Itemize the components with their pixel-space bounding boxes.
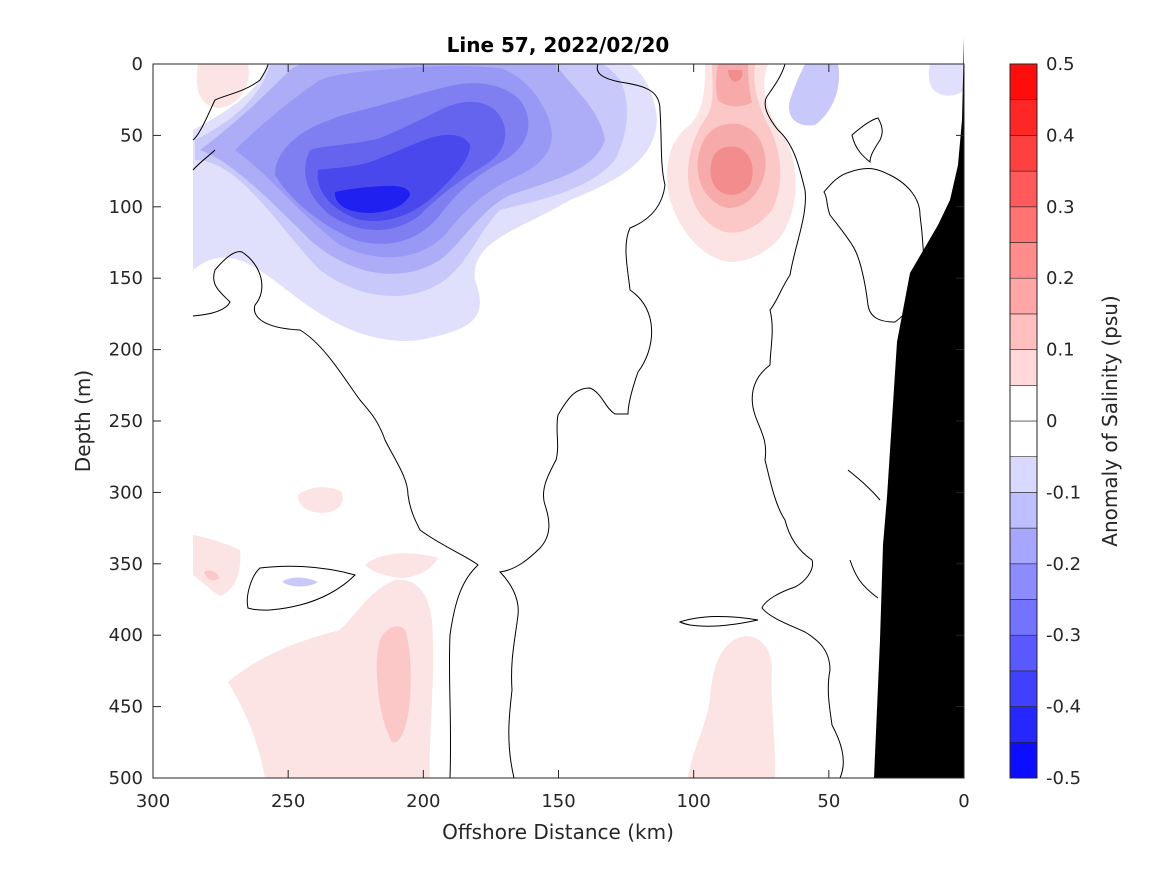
- colorbar-bin: [1009, 384, 1038, 422]
- colorbar-bin: [1009, 563, 1038, 600]
- y-tick-label: 200: [109, 340, 143, 361]
- colorbar-tick-label: 0.3: [1046, 197, 1075, 218]
- zero-contour-lines: [192, 63, 925, 779]
- y-tick-label: 100: [109, 197, 143, 218]
- x-tick-label: 0: [958, 791, 969, 812]
- salty-anomaly-upper-l4: [710, 70, 753, 195]
- y-tick-label: 350: [109, 554, 143, 575]
- colorbar-bin: [1009, 706, 1038, 743]
- y-tick-label: 500: [109, 768, 143, 789]
- fill-layer: [193, 37, 964, 778]
- y-tick-label: 150: [109, 268, 143, 289]
- zero-contour-a: [192, 63, 269, 141]
- salty-anomaly-deep-l1: [228, 579, 434, 778]
- colorbar-bin: [1009, 63, 1038, 101]
- y-tick-label: 300: [109, 482, 143, 503]
- y-axis-label: Depth (m): [71, 370, 95, 472]
- colorbar-bin: [1009, 349, 1038, 386]
- colorbar-tick-label: -0.4: [1046, 697, 1081, 718]
- zero-contour-c: [498, 63, 666, 779]
- colorbar-bin: [1009, 420, 1038, 458]
- x-axis-label: Offshore Distance (km): [442, 820, 674, 844]
- colorbar-bin: [1009, 277, 1038, 315]
- salty-anomaly-deep-right: [688, 636, 776, 778]
- salty-anomaly-left-edge: [193, 535, 241, 596]
- y-tick-label: 250: [109, 411, 143, 432]
- salty-anomaly-patch-topleft: [196, 64, 249, 108]
- colorbar-bin: [1009, 170, 1038, 208]
- x-tick-label: 100: [676, 791, 710, 812]
- salty-anomaly-deep-l2: [376, 626, 411, 743]
- colorbar-bin: [1009, 492, 1038, 529]
- fresh-anomaly-l8: [334, 185, 410, 213]
- colorbar: 0.5 0.4 0.3 0.2 0.1 0 -0.1 -0.2 -0.3 -0.4 -0.5: [1009, 54, 1081, 789]
- y-tick-label: 400: [109, 625, 143, 646]
- colorbar-bin: [1009, 599, 1038, 636]
- colorbar-tick-label: 0.2: [1046, 268, 1075, 289]
- y-tick-label: 50: [120, 125, 143, 146]
- colorbar-bin: [1009, 527, 1038, 565]
- colorbar-tick-label: 0: [1046, 411, 1057, 432]
- colorbar-tick-label: -0.3: [1046, 625, 1081, 646]
- zero-contour-g: [192, 149, 216, 171]
- x-tick-label: 250: [271, 791, 305, 812]
- zero-contour-i: [246, 565, 356, 611]
- colorbar-bin: [1009, 135, 1038, 172]
- colorbar-bin: [1009, 99, 1038, 136]
- colorbar-tick-label: -0.1: [1046, 482, 1081, 503]
- zero-contour-e: [823, 168, 925, 323]
- salty-anomaly-left-edge-core: [204, 570, 219, 581]
- colorbar-tick-label: 0.5: [1046, 54, 1075, 75]
- colorbar-bin: [1009, 670, 1038, 707]
- x-axis: 300 250 200 150 100 50 0: [136, 64, 970, 812]
- colorbar-bin: [1009, 741, 1038, 779]
- x-tick-label: 300: [136, 791, 170, 812]
- y-axis: 0 50 100 150 200 250 300 350 400 450 500: [109, 54, 964, 789]
- fresh-anomaly-patch-c: [282, 577, 318, 587]
- zero-contour-b: [192, 251, 479, 779]
- y-tick-label: 450: [109, 697, 143, 718]
- fresh-anomaly-patch-b: [928, 64, 964, 96]
- colorbar-bin: [1009, 206, 1038, 243]
- salty-anomaly-small-300m: [298, 487, 343, 513]
- x-tick-label: 50: [817, 791, 840, 812]
- y-tick-label: 0: [132, 54, 143, 75]
- colorbar-tick-label: -0.2: [1046, 554, 1081, 575]
- colorbar-bin: [1009, 456, 1038, 493]
- chart-title: Line 57, 2022/02/20: [447, 33, 670, 57]
- x-tick-label: 200: [406, 791, 440, 812]
- zero-contour-d: [751, 63, 844, 779]
- colorbar-label: Anomaly of Salinity (psu): [1098, 295, 1122, 546]
- colorbar-bin: [1009, 313, 1038, 350]
- zero-contour-h: [847, 469, 881, 599]
- colorbar-bin: [1009, 242, 1038, 279]
- plot-area: [152, 37, 965, 779]
- fresh-anomaly-patch-a: [788, 64, 840, 126]
- colorbar-tick-label: 0.4: [1046, 125, 1075, 146]
- colorbar-frame: [1009, 63, 1038, 779]
- salty-anomaly-mid-left: [365, 553, 438, 578]
- colorbar-bin: [1009, 634, 1038, 672]
- zero-contour-j: [678, 615, 759, 627]
- colorbar-tick-label: 0.1: [1046, 340, 1075, 361]
- zero-contour-f: [851, 117, 883, 164]
- x-tick-label: 150: [541, 791, 575, 812]
- colorbar-tick-label: -0.5: [1046, 768, 1081, 789]
- bathymetry: [874, 37, 964, 778]
